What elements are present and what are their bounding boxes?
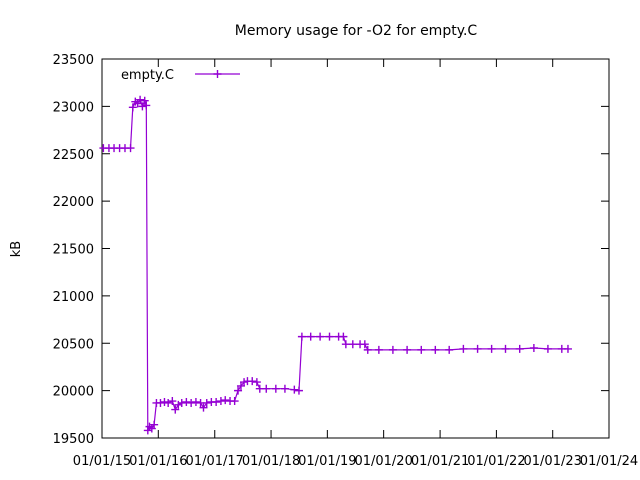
x-tick-label: 01/01/16 bbox=[129, 454, 187, 469]
x-tick-label: 01/01/17 bbox=[186, 454, 244, 469]
data-point bbox=[156, 398, 165, 407]
y-tick-label: 19500 bbox=[53, 432, 94, 447]
y-tick-label: 23000 bbox=[53, 100, 94, 115]
data-point bbox=[143, 426, 152, 435]
data-point bbox=[487, 344, 496, 353]
data-point bbox=[248, 377, 257, 386]
legend-marker bbox=[213, 70, 222, 78]
data-point bbox=[262, 384, 271, 393]
legend-label: empty.C bbox=[121, 68, 174, 83]
data-point bbox=[177, 398, 186, 407]
data-point bbox=[445, 345, 454, 354]
data-point bbox=[563, 344, 572, 353]
plot-border bbox=[101, 58, 610, 439]
data-point bbox=[316, 332, 325, 341]
data-point bbox=[126, 144, 135, 153]
x-tick-label: 01/01/23 bbox=[524, 454, 582, 469]
data-point bbox=[271, 384, 280, 393]
data-point bbox=[290, 385, 299, 394]
data-point bbox=[297, 332, 306, 341]
legend: empty.C bbox=[121, 68, 240, 83]
data-point bbox=[136, 95, 145, 104]
data-point bbox=[182, 397, 191, 406]
data-point bbox=[160, 397, 169, 406]
series-layer bbox=[99, 95, 572, 435]
data-point bbox=[252, 378, 261, 387]
axes: 19500 20000 20500 21000 21500 22000 22500 23000… bbox=[53, 53, 639, 469]
data-point bbox=[403, 345, 412, 354]
data-point bbox=[515, 344, 524, 353]
data-point bbox=[199, 403, 208, 412]
data-point bbox=[140, 96, 149, 105]
x-tick-label: 01/01/22 bbox=[467, 454, 525, 469]
data-point bbox=[529, 343, 538, 352]
x-tick-label: 01/01/24 bbox=[580, 454, 638, 469]
y-tick-label: 23500 bbox=[53, 53, 94, 68]
data-point bbox=[164, 398, 173, 407]
y-tick-label: 22000 bbox=[53, 195, 94, 210]
y-tick-label: 22500 bbox=[53, 148, 94, 163]
y-tick-label: 21000 bbox=[53, 290, 94, 305]
data-point bbox=[501, 344, 510, 353]
y-axis-label: kB bbox=[9, 241, 24, 257]
data-point bbox=[417, 345, 426, 354]
data-point bbox=[187, 398, 196, 407]
data-point bbox=[374, 345, 383, 354]
data-point bbox=[230, 397, 239, 406]
y-tick-label: 21500 bbox=[53, 243, 94, 258]
data-point bbox=[341, 340, 350, 349]
data-point bbox=[202, 398, 211, 407]
data-point bbox=[388, 345, 397, 354]
x-tick-label: 01/01/15 bbox=[73, 454, 131, 469]
x-tick-label: 01/01/21 bbox=[411, 454, 469, 469]
data-point bbox=[339, 332, 348, 341]
data-point bbox=[142, 101, 151, 110]
data-point bbox=[221, 396, 230, 405]
data-point bbox=[294, 386, 303, 395]
data-point bbox=[360, 340, 369, 349]
data-point bbox=[171, 405, 180, 414]
y-tick-label: 20500 bbox=[53, 337, 94, 352]
data-point bbox=[280, 384, 289, 393]
data-point bbox=[473, 344, 482, 353]
data-point bbox=[306, 332, 315, 341]
data-point bbox=[138, 102, 147, 111]
data-point bbox=[240, 378, 249, 387]
data-point bbox=[216, 397, 225, 406]
y-tick-label: 20000 bbox=[53, 385, 94, 400]
data-point bbox=[191, 397, 200, 406]
chart-title: Memory usage for -O2 for empty.C bbox=[235, 23, 478, 39]
x-tick-label: 01/01/18 bbox=[242, 454, 300, 469]
data-point bbox=[325, 332, 334, 341]
x-tick-label: 01/01/19 bbox=[298, 454, 356, 469]
data-point bbox=[543, 344, 552, 353]
data-point bbox=[150, 420, 159, 429]
data-point bbox=[348, 340, 357, 349]
data-point bbox=[212, 397, 221, 406]
data-point bbox=[174, 400, 183, 409]
x-tick-label: 01/01/20 bbox=[354, 454, 412, 469]
data-point bbox=[128, 103, 137, 112]
series-line-empty-c bbox=[103, 98, 568, 431]
data-point bbox=[168, 397, 177, 406]
data-point bbox=[234, 386, 243, 395]
data-point bbox=[431, 345, 440, 354]
data-point bbox=[459, 344, 468, 353]
data-point bbox=[363, 345, 372, 354]
